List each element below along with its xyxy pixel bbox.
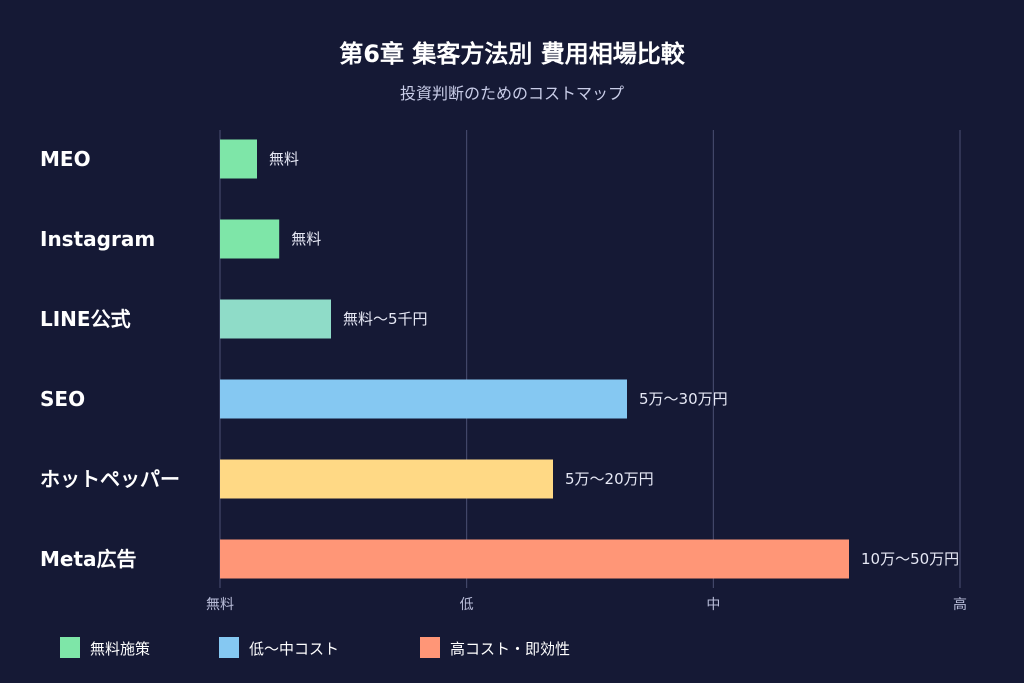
data-label: 10万〜50万円 [861,550,959,568]
data-label: 5万〜20万円 [565,470,654,488]
chart-title: 第6章 集客方法別 費用相場比較 [339,40,685,68]
x-tick-label: 低 [460,597,474,613]
category-label: LINE公式 [40,307,131,331]
bar [220,459,553,499]
category-label: SEO [40,387,85,411]
category-label: MEO [40,147,91,171]
bar [220,539,849,579]
data-label: 5万〜30万円 [639,390,728,408]
legend-label: 無料施策 [90,640,150,658]
category-label: ホットペッパー [40,467,180,491]
data-label: 無料 [269,150,299,168]
legend-label: 低〜中コスト [249,640,339,658]
legend-swatch [219,637,239,658]
bar [220,139,257,179]
bar [220,299,331,339]
x-tick-label: 高 [953,596,967,613]
category-label: Meta広告 [40,547,137,571]
bar [220,379,627,419]
category-label: Instagram [40,227,155,251]
bar [220,219,280,259]
data-label: 無料 [291,230,321,248]
x-tick-label: 中 [706,597,720,613]
chart-subtitle: 投資判断のためのコストマップ [399,84,624,103]
data-label: 無料〜5千円 [343,310,428,328]
legend-label: 高コスト・即効性 [450,640,570,658]
legend-swatch [420,637,440,658]
legend-swatch [60,637,80,658]
x-tick-label: 無料 [206,597,234,613]
